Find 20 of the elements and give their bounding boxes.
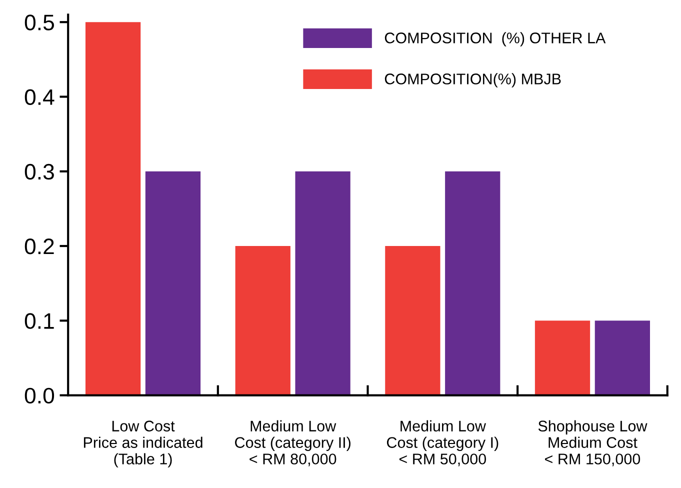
y-tick-label: 0.2 — [24, 238, 54, 254]
bar — [295, 171, 350, 396]
legend-label: COMPOSITION (%) OTHER LA — [384, 32, 606, 46]
x-tick-label: Medium Low Cost (category II) < RM 80,000 — [235, 420, 350, 466]
y-tick-label: 0.1 — [24, 313, 54, 329]
x-tick-label: Shophouse Low Medium Cost < RM 150,000 — [538, 420, 648, 466]
bar — [594, 320, 650, 396]
bar — [235, 246, 290, 396]
x-tick-label: Medium Low Cost (category I) < RM 50,000 — [386, 420, 498, 466]
x-tick-label: Low Cost Price as indicated (Table 1) — [84, 420, 202, 468]
bar — [385, 246, 440, 396]
legend-label: COMPOSITION(%) MBJB — [384, 73, 561, 88]
y-tick-label: 0.4 — [24, 89, 54, 106]
bar — [534, 320, 590, 396]
bar — [445, 171, 500, 396]
y-tick-label: 0.0 — [24, 388, 54, 404]
bar — [145, 171, 201, 396]
bar — [85, 22, 141, 396]
y-tick-label: 0.5 — [24, 14, 54, 30]
y-tick-label: 0.3 — [24, 164, 54, 180]
